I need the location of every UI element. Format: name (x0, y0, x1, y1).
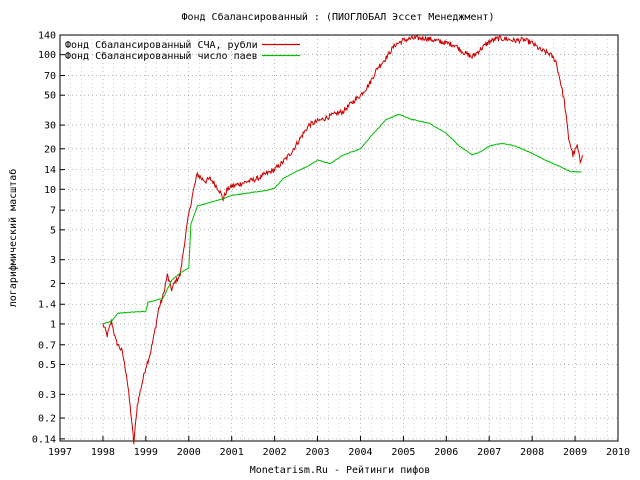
y-tick-label: 2 (50, 279, 56, 290)
y-tick-label: 0.5 (38, 360, 56, 371)
x-axis-label: Monetarism.Ru - Рейтинги пифов (250, 464, 431, 476)
y-tick-label: 3 (50, 255, 56, 266)
x-tick-label: 2009 (563, 447, 587, 458)
y-tick-label: 1 (50, 319, 56, 330)
y-tick-label: 140 (38, 31, 56, 42)
y-tick-label: 70 (44, 71, 56, 82)
y-tick-label: 30 (44, 121, 56, 132)
series-line-2 (102, 114, 582, 325)
x-tick-label: 2005 (391, 447, 415, 458)
y-axis-label: логарифмический масштаб (7, 169, 19, 307)
y-tick-label: 0.2 (38, 414, 56, 425)
x-tick-label: 1998 (91, 447, 115, 458)
x-tick-label: 2006 (434, 447, 458, 458)
y-tick-label: 7 (50, 206, 56, 217)
y-tick-label: 20 (44, 144, 56, 155)
x-tick-label: 2004 (348, 447, 372, 458)
y-tick-label: 5 (50, 225, 56, 236)
y-tick-label: 1.4 (38, 300, 56, 311)
legend-label: Фонд Сбалансированный число паев (65, 50, 258, 62)
x-axis: 1997 1998 1999 2000 2001 2002 2003 2004 2005 2006… (48, 436, 630, 458)
series-line-1 (102, 34, 583, 445)
y-tick-label: 0.7 (38, 340, 56, 351)
legend-label: Фонд Сбалансированный СЧА, рубли (65, 39, 258, 51)
x-tick-label: 2001 (220, 447, 244, 458)
x-tick-label: 2000 (177, 447, 201, 458)
y-tick-label: 14 (44, 165, 56, 176)
y-tick-label: 100 (38, 50, 56, 61)
x-tick-label: 2010 (606, 447, 630, 458)
x-tick-label: 2007 (477, 447, 501, 458)
series-group (102, 34, 583, 445)
y-axis: 0.14 0.2 0.3 0.5 0.7 1 1.4 2 3 5 7 10 14 20 30 50 70 100 1… (32, 31, 65, 445)
y-tick-label: 0.14 (32, 434, 56, 445)
x-tick-label: 1997 (48, 447, 72, 458)
chart-title: Фонд Сбалансированный : (ПИОГЛОБАЛ Эссет… (181, 11, 494, 23)
plot-area-border (59, 34, 619, 442)
x-tick-label: 2008 (520, 447, 544, 458)
y-tick-label: 10 (44, 185, 56, 196)
x-tick-label: 1999 (134, 447, 158, 458)
y-tick-label: 0.3 (38, 390, 56, 401)
x-tick-label: 2003 (305, 447, 329, 458)
y-tick-label: 50 (44, 91, 56, 102)
x-tick-label: 2002 (263, 447, 287, 458)
grid (59, 34, 619, 441)
